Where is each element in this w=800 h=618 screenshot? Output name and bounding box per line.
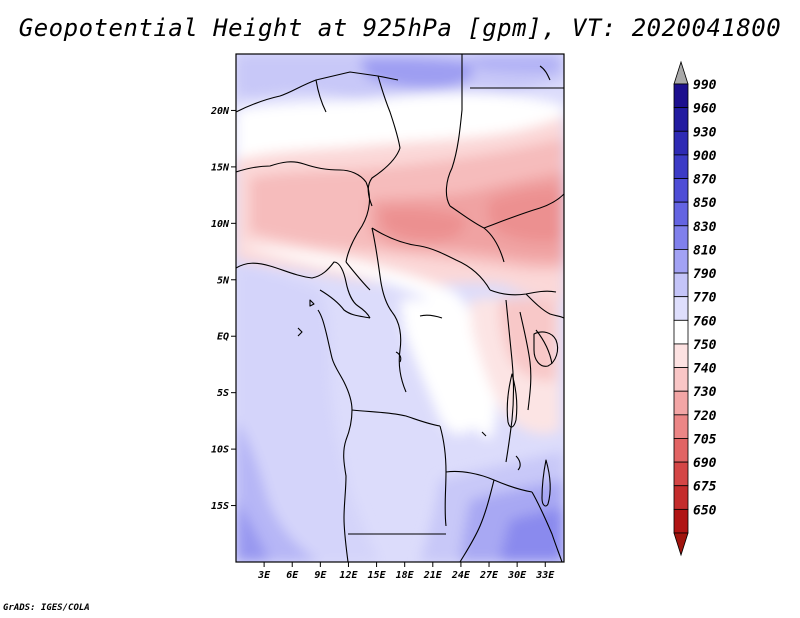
x-tick-label: 30E — [507, 570, 527, 581]
colorbar-swatch — [673, 154, 689, 179]
chart-title: Geopotential Height at 925hPa [gpm], VT:… — [18, 14, 782, 42]
colorbar-swatch — [673, 272, 689, 298]
axis-ticks: 3E 6E 9E 12E 15E 18E 21E 24E 27E 30E 33E 20N 15N 10N 5… — [210, 106, 555, 581]
colorbar-swatch — [673, 296, 689, 321]
colorbar-swatch — [673, 485, 689, 510]
colorbar-label: 705 — [693, 432, 717, 447]
colorbar-label: 730 — [693, 385, 717, 400]
x-tick-label: 27E — [479, 570, 499, 581]
x-tick-label: 21E — [423, 570, 443, 581]
x-tick-label: 12E — [339, 570, 358, 581]
x-tick-label: 24E — [451, 570, 471, 581]
colorbar-swatch — [673, 83, 689, 109]
x-tick-label: 3E — [257, 570, 271, 581]
colorbar-label: 675 — [693, 480, 717, 495]
x-tick-label: 6E — [286, 570, 299, 581]
colorbar-label: 690 — [693, 456, 717, 471]
map-frame — [235, 53, 565, 563]
y-tick-label: 5N — [217, 275, 230, 286]
colorbar-label: 830 — [693, 220, 717, 235]
colorbar-label: 770 — [693, 291, 717, 306]
y-tick-label: 15S — [211, 501, 229, 512]
colorbar-label: 930 — [693, 125, 717, 140]
x-tick-label: 9E — [314, 570, 327, 581]
colorbar-label: 720 — [693, 409, 717, 424]
colorbar-swatch — [673, 319, 689, 345]
x-tick-label: 18E — [396, 570, 415, 581]
colorbar-label: 810 — [693, 243, 717, 258]
colorbar-swatch — [673, 225, 689, 250]
x-tick-label: 15E — [368, 570, 387, 581]
colorbar-swatch — [673, 367, 689, 392]
y-tick-label: 20N — [210, 106, 230, 117]
colorbar-label: 790 — [693, 267, 717, 282]
colorbar-label: 760 — [693, 314, 717, 329]
y-tick-label: 10N — [211, 219, 230, 230]
colorbar-label: 850 — [693, 196, 717, 211]
country-boundaries — [236, 54, 564, 562]
footer-credit: GrADS: IGES/COLA — [3, 603, 90, 613]
colorbar: 990 960 930 900 870 850 830 810 790 770 760 750 740 7… — [673, 60, 717, 557]
colorbar-swatch — [673, 130, 689, 156]
colorbar-swatch — [673, 249, 689, 274]
y-tick-label: 10S — [211, 445, 229, 456]
colorbar-swatch — [673, 178, 689, 203]
colorbar-swatch — [673, 390, 689, 416]
colorbar-swatch — [673, 508, 689, 534]
colorbar-label: 870 — [693, 173, 717, 188]
colorbar-swatch — [673, 461, 689, 487]
colorbar-label: 740 — [693, 362, 717, 377]
colorbar-swatch — [673, 343, 689, 368]
colorbar-bottom-arrow — [673, 532, 689, 557]
colorbar-label: 650 — [693, 503, 717, 518]
colorbar-label: 750 — [693, 338, 717, 353]
colorbar-swatch — [673, 107, 689, 132]
geopotential-field — [236, 54, 564, 562]
x-tick-label: 33E — [535, 570, 555, 581]
colorbar-label: 900 — [693, 149, 717, 164]
y-tick-label: 15N — [211, 162, 230, 173]
colorbar-label: 990 — [693, 78, 717, 93]
y-tick-label: 5S — [217, 388, 229, 399]
colorbar-label: 960 — [693, 102, 717, 117]
colorbar-swatch — [673, 438, 689, 463]
y-tick-label: EQ — [217, 332, 229, 343]
colorbar-top-arrow — [673, 60, 689, 85]
colorbar-swatch — [673, 201, 689, 227]
colorbar-swatch — [673, 414, 689, 439]
